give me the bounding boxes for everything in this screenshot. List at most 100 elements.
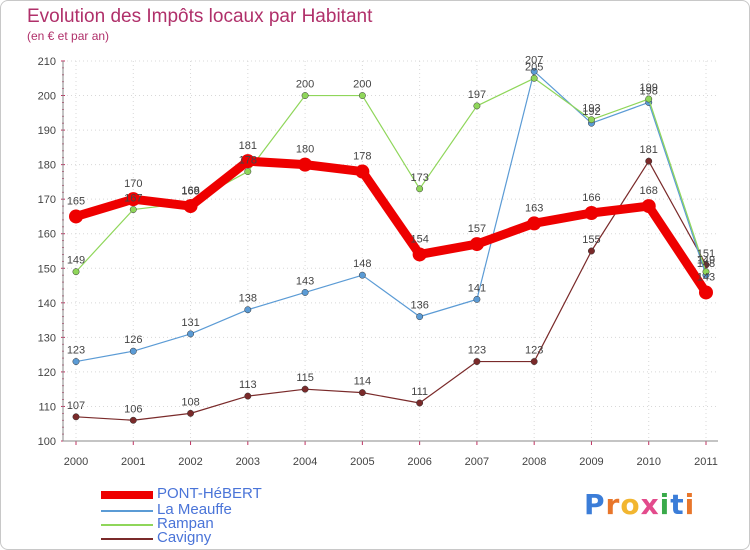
data-point (129, 347, 137, 355)
chart-subtitle: (en € et par an) (27, 29, 110, 43)
data-point (641, 199, 656, 214)
series-line-1 (75, 70, 707, 363)
data-label: 205 (525, 61, 543, 73)
data-label: 148 (697, 258, 715, 270)
y-tick-label: 130 (38, 332, 56, 344)
data-label: 149 (67, 255, 85, 267)
legend-swatch (101, 538, 153, 540)
x-tick-label: 2003 (236, 456, 260, 468)
data-label: 200 (353, 79, 371, 91)
data-point (530, 358, 538, 365)
x-tick-label: 2001 (121, 456, 145, 468)
data-label: 107 (67, 400, 85, 412)
data-label: 151 (697, 248, 715, 260)
proxiti-logo: Proxiti (584, 488, 695, 521)
y-tick-label: 140 (38, 298, 56, 310)
data-point (358, 389, 366, 397)
y-tick-label: 160 (38, 229, 56, 241)
logo-letter: i (684, 488, 696, 521)
legend-label: La Meauffe (157, 501, 232, 518)
data-point (645, 95, 653, 103)
data-point (416, 399, 424, 407)
data-point (358, 271, 366, 279)
data-point (473, 295, 481, 303)
data-point (530, 67, 538, 75)
x-tick-label: 2004 (293, 456, 317, 468)
data-label: 157 (468, 223, 486, 235)
data-label: 169 (181, 186, 199, 198)
data-point (187, 330, 194, 338)
data-point (244, 392, 252, 400)
data-label: 123 (67, 345, 85, 357)
data-label: 207 (525, 54, 543, 66)
data-label: 154 (410, 233, 428, 245)
data-point (584, 206, 599, 220)
data-point (72, 413, 80, 421)
data-point (588, 116, 595, 124)
data-label: 200 (296, 79, 314, 91)
data-label: 106 (124, 403, 142, 415)
y-tick-label: 100 (38, 436, 56, 448)
data-point (473, 102, 481, 110)
x-tick-label: 2000 (64, 456, 88, 468)
legend-label: PONT-HéBERT (157, 485, 262, 502)
data-label: 173 (410, 172, 428, 184)
x-tick-label: 2010 (636, 456, 660, 468)
logo-letter: P (584, 488, 606, 521)
x-tick-label: 2007 (465, 456, 489, 468)
data-point (473, 358, 481, 365)
data-point (416, 185, 424, 193)
chart-title: Evolution des Impôts locaux par Habitant (27, 6, 373, 27)
data-point (129, 416, 137, 424)
y-tick-label: 190 (38, 125, 56, 137)
y-tick-label: 110 (38, 401, 56, 413)
data-label: 163 (525, 202, 543, 214)
x-tick-label: 2006 (407, 456, 431, 468)
data-label: 149 (697, 255, 715, 267)
logo-letter: t (670, 488, 685, 521)
data-label: 180 (296, 144, 314, 156)
x-tick-label: 2002 (178, 456, 202, 468)
data-point (187, 409, 194, 417)
logo-letter: r (605, 488, 621, 521)
plot-area (63, 61, 718, 441)
data-point (645, 157, 653, 165)
y-tick-label: 170 (38, 194, 56, 206)
data-point (126, 192, 141, 207)
data-label: 181 (239, 140, 257, 152)
data-label: 148 (353, 258, 371, 270)
series-line-0 (71, 156, 711, 297)
data-point (244, 168, 252, 175)
data-point (358, 92, 366, 99)
data-label: 168 (640, 185, 658, 197)
data-label: 165 (67, 195, 85, 207)
x-tick-label: 2011 (694, 456, 718, 468)
data-label: 199 (640, 82, 658, 94)
y-tick-label: 180 (38, 160, 56, 172)
data-point (416, 313, 424, 321)
data-label: 136 (410, 300, 428, 312)
x-tick-label: 2009 (579, 456, 603, 468)
data-label: 123 (468, 345, 486, 357)
y-tick-label: 120 (38, 367, 56, 379)
logo-letter: x (640, 488, 660, 521)
data-label: 198 (640, 85, 658, 97)
legend-label: Cavigny (157, 529, 212, 546)
data-point (129, 206, 137, 213)
data-label: 115 (296, 372, 314, 384)
data-label: 138 (239, 293, 257, 305)
y-tick-label: 210 (38, 56, 56, 68)
data-point (72, 268, 80, 276)
data-label: 126 (124, 334, 142, 346)
x-tick-label: 2008 (522, 456, 546, 468)
data-point (469, 237, 484, 252)
data-point (240, 154, 255, 169)
logo-letter: i (659, 488, 671, 521)
x-tick-label: 2005 (350, 456, 374, 468)
data-label: 114 (354, 376, 372, 388)
data-label: 108 (181, 396, 199, 408)
data-point (588, 247, 595, 255)
data-label: 141 (468, 282, 486, 294)
data-point (69, 209, 83, 224)
